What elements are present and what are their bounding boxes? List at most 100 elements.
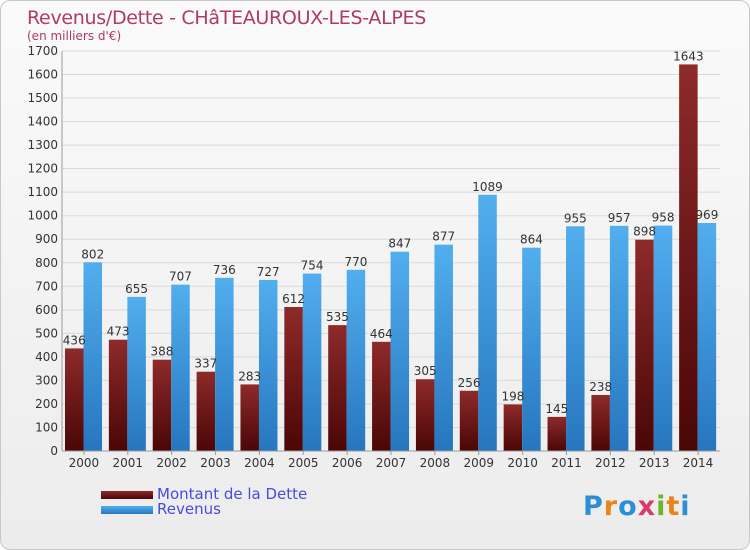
data-label-debt: 305 — [414, 364, 437, 378]
legend-swatch-debt — [101, 490, 153, 499]
y-tick-label: 600 — [35, 303, 58, 317]
data-label-debt: 238 — [589, 380, 612, 394]
x-tick-label: 2012 — [595, 456, 626, 470]
data-label-debt: 898 — [633, 225, 656, 239]
data-label-revenue: 864 — [520, 233, 543, 247]
bar-revenue — [566, 226, 585, 451]
bar-debt — [459, 390, 479, 451]
y-tick-label: 300 — [35, 373, 58, 387]
chart-title: Revenus/Dette - CHâTEAUROUX-LES-ALPES — [27, 7, 426, 29]
bar-revenue — [83, 262, 102, 451]
legend: Montant de la Dette Revenus — [101, 487, 307, 517]
bar-revenue — [697, 223, 717, 451]
x-tick-label: 2006 — [332, 456, 363, 470]
data-label-revenue: 847 — [388, 237, 411, 251]
bar-debt — [591, 395, 610, 451]
data-label-revenue: 727 — [257, 265, 280, 279]
data-label-debt: 256 — [458, 376, 481, 390]
y-tick-label: 800 — [35, 256, 58, 270]
x-tick-label: 2011 — [551, 456, 582, 470]
y-tick-label: 1200 — [27, 162, 58, 176]
data-label-revenue: 1089 — [472, 180, 503, 194]
x-tick-label: 2001 — [113, 456, 144, 470]
y-tick-label: 1500 — [27, 91, 58, 105]
bar-revenue — [434, 244, 453, 451]
y-tick-label: 500 — [35, 326, 58, 340]
bar-revenue — [478, 194, 497, 451]
bar-debt — [547, 416, 567, 451]
bar-revenue — [215, 277, 234, 451]
axes: 0 100 200 300 400 500 600 700 800 900 1000 1100 1200… — [27, 44, 720, 470]
x-tick-label: 2014 — [683, 456, 714, 470]
y-tick-label: 100 — [35, 420, 58, 434]
bar-revenue — [390, 251, 410, 451]
x-tick-label: 2013 — [639, 456, 670, 470]
x-tick-label: 2003 — [200, 456, 231, 470]
bar-revenue — [609, 225, 629, 451]
data-label-revenue: 955 — [564, 211, 587, 225]
data-label-revenue: 802 — [81, 247, 104, 261]
data-label-debt: 388 — [151, 345, 174, 359]
bar-revenue — [258, 279, 278, 451]
data-label-revenue: 958 — [652, 211, 675, 225]
y-tick-label: 1300 — [27, 138, 58, 152]
bar-debt — [328, 325, 347, 451]
logo-letter: t — [666, 491, 681, 522]
y-tick-label: 700 — [35, 279, 58, 293]
bar-debt — [65, 348, 84, 451]
x-tick-label: 2000 — [69, 456, 100, 470]
bar-debt — [679, 64, 698, 451]
bar-debt — [635, 239, 654, 451]
bar-debt — [240, 384, 259, 451]
bar-revenue — [302, 273, 322, 451]
proxiti-logo: Proxiti — [583, 491, 691, 522]
x-tick-label: 2007 — [376, 456, 407, 470]
y-tick-label: 1600 — [27, 68, 58, 82]
y-tick-label: 1100 — [27, 185, 58, 199]
logo-letter: P — [583, 491, 604, 522]
logo-letter: x — [637, 491, 657, 522]
data-label-debt: 283 — [238, 369, 261, 383]
y-tick-label: 1000 — [27, 209, 58, 223]
data-label-revenue: 655 — [125, 282, 148, 296]
bars — [65, 64, 717, 451]
data-label-debt: 1643 — [673, 49, 704, 63]
y-tick-label: 400 — [35, 350, 58, 364]
logo-letter: i — [680, 491, 691, 522]
logo-letter: r — [603, 491, 619, 522]
bar-debt — [108, 339, 128, 451]
legend-item-revenue: Revenus — [101, 502, 307, 517]
data-label-revenue: 957 — [608, 211, 631, 225]
bar-revenue — [127, 296, 146, 451]
data-label-debt: 198 — [501, 389, 524, 403]
logo-letter: o — [618, 491, 638, 522]
data-label-debt: 436 — [63, 333, 86, 347]
bar-debt — [284, 307, 303, 451]
y-tick-label: 1400 — [27, 115, 58, 129]
data-label-debt: 145 — [545, 402, 568, 416]
data-label-debt: 337 — [194, 357, 217, 371]
legend-swatch-revenue — [101, 505, 153, 514]
bar-revenue — [653, 225, 673, 451]
legend-item-debt: Montant de la Dette — [101, 487, 307, 502]
data-label-revenue: 707 — [169, 270, 192, 284]
data-label-debt: 464 — [370, 327, 393, 341]
bar-debt — [196, 371, 216, 451]
legend-label-revenue: Revenus — [157, 500, 221, 518]
bar-debt — [152, 359, 172, 451]
bar-revenue — [346, 269, 366, 451]
x-tick-label: 2005 — [288, 456, 319, 470]
chart-subtitle: (en milliers d'€) — [27, 29, 122, 43]
data-label-revenue: 877 — [432, 230, 455, 244]
bar-revenue — [171, 284, 190, 451]
x-tick-label: 2010 — [507, 456, 538, 470]
legend-label-debt: Montant de la Dette — [157, 485, 308, 503]
data-label-revenue: 754 — [301, 259, 324, 273]
bar-revenue — [522, 247, 541, 451]
x-tick-label: 2009 — [463, 456, 494, 470]
data-label-debt: 612 — [282, 292, 305, 306]
x-tick-label: 2008 — [420, 456, 451, 470]
